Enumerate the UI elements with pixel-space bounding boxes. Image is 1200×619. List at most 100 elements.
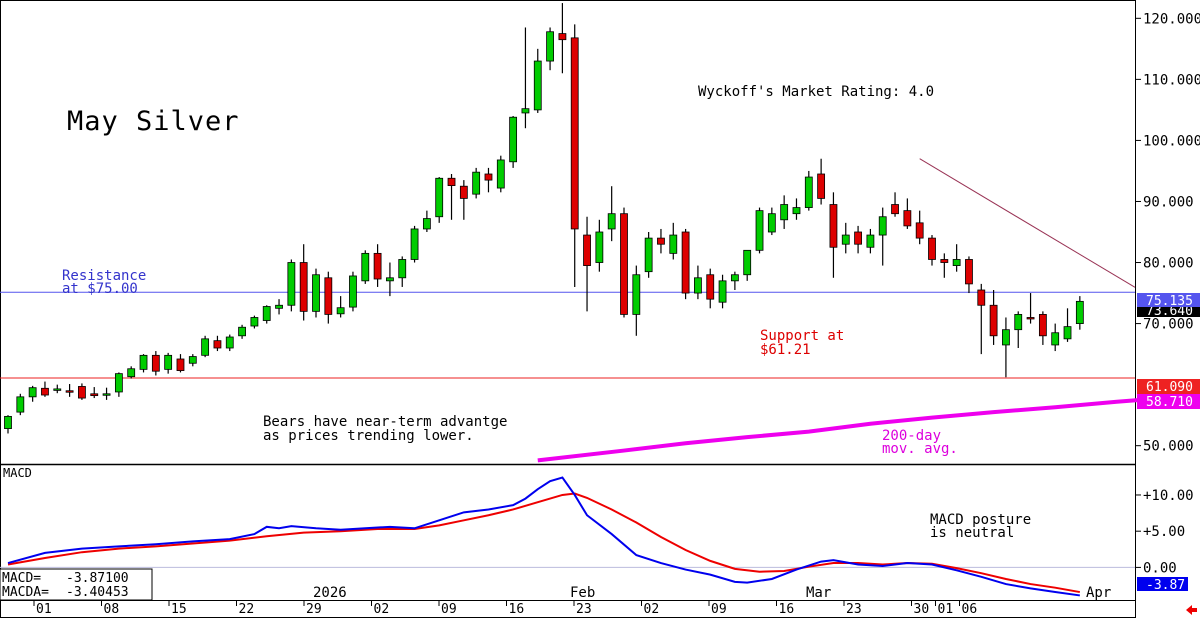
candle-body: [90, 393, 99, 397]
candle-body: [16, 396, 25, 413]
price-tag-support-text: 61.090: [1146, 380, 1193, 395]
candle-body: [595, 231, 604, 263]
candle-body: [558, 33, 567, 41]
candle-body: [780, 204, 789, 221]
ma200-line: [537, 391, 1200, 463]
candle: [841, 222, 850, 254]
price-axis: 120.000 110.000 100.000 90.000 80.000 70.000 5…: [1135, 11, 1200, 455]
date-tick-label: 08: [104, 602, 120, 617]
candle: [114, 372, 123, 397]
candle: [299, 244, 308, 321]
candle: [312, 268, 320, 318]
date-tick-label: 29: [306, 602, 322, 617]
candle: [829, 192, 838, 278]
candle-body: [287, 262, 296, 306]
macd-readout-label: MACD=: [2, 571, 41, 586]
candle-body: [459, 185, 468, 199]
candle: [447, 174, 456, 220]
price-tick-label: 70.000: [1143, 317, 1194, 333]
support-label-line1: Support at: [760, 328, 844, 344]
candle-body: [114, 373, 123, 393]
price-tag-ma200: 58.710: [1137, 394, 1200, 410]
candle-body: [915, 222, 924, 239]
candle: [127, 366, 136, 379]
macd-tick-label: +10.00: [1143, 488, 1194, 504]
candle: [570, 24, 579, 287]
date-tick-label: 16: [509, 602, 525, 617]
candle: [398, 256, 407, 287]
candle-body: [447, 177, 456, 186]
date-tick-label: 09: [441, 602, 457, 617]
candle: [435, 177, 444, 223]
candle: [250, 315, 259, 329]
candle-body: [312, 274, 320, 312]
candle: [1063, 308, 1072, 342]
price-tag-support: 61.090: [1137, 379, 1200, 395]
candle-body: [127, 368, 136, 378]
candle-body: [361, 252, 370, 282]
candle: [1002, 317, 1010, 378]
candle: [213, 335, 222, 352]
price-tick-label: 90.000: [1143, 194, 1194, 210]
candle: [90, 387, 99, 399]
candle-body: [657, 237, 665, 245]
candle: [669, 222, 678, 260]
macd-value-tag: -3.87: [1137, 577, 1188, 593]
candle: [706, 268, 715, 309]
date-tick-label: 16: [779, 602, 795, 617]
candle-body: [1014, 314, 1023, 331]
candle-body: [386, 277, 394, 282]
candle: [583, 216, 591, 312]
candle-body: [681, 231, 690, 294]
price-tick-label: 50.000: [1143, 439, 1194, 455]
date-tick-label: 23: [846, 602, 862, 617]
month-label: Feb: [570, 585, 595, 601]
candle: [928, 235, 936, 266]
candle: [854, 225, 862, 254]
month-label: Mar: [806, 585, 831, 601]
date-tick-label: 01: [938, 602, 954, 617]
macd-value-tag-text: -3.87: [1146, 578, 1185, 593]
candle-body: [496, 159, 505, 189]
candle-body: [151, 354, 160, 372]
candle-body: [176, 358, 185, 371]
candle-body: [509, 116, 518, 163]
candle-body: [1051, 332, 1060, 346]
candle-body: [607, 213, 616, 230]
date-tick-label: 15: [171, 602, 187, 617]
candle: [903, 198, 912, 229]
candle-body: [1075, 300, 1084, 324]
candle: [755, 207, 764, 254]
candle: [607, 186, 616, 242]
candle-body: [730, 274, 739, 282]
candle-body: [472, 171, 481, 195]
candle-body: [546, 31, 554, 62]
candle: [410, 225, 419, 263]
candle-body: [620, 213, 628, 315]
chart-title: May Silver: [67, 106, 240, 137]
price-tag-resistance-text: 75.135: [1146, 294, 1193, 309]
candle-body: [1038, 314, 1047, 337]
support-label-line2: $61.21: [760, 342, 811, 358]
candle-body: [743, 249, 752, 276]
candle: [509, 116, 518, 168]
macd-note-line1: MACD posture: [930, 512, 1031, 528]
resistance-label-line1: Resistance: [62, 268, 146, 284]
candle: [151, 351, 160, 376]
candle-body: [65, 390, 74, 393]
candle: [1075, 296, 1084, 330]
candle-body: [139, 354, 148, 370]
candle: [804, 170, 813, 211]
candle-body: [977, 289, 986, 306]
price-tag-resistance: 75.135: [1137, 293, 1200, 309]
candle-body: [755, 210, 764, 251]
candle: [238, 324, 246, 339]
candle: [262, 305, 271, 324]
candle: [176, 354, 185, 373]
candle: [817, 158, 826, 205]
scroll-left-arrow-icon[interactable]: [1186, 605, 1197, 615]
candle: [792, 198, 801, 220]
candle-body: [41, 387, 49, 396]
candle: [349, 271, 357, 312]
price-tick-label: 80.000: [1143, 256, 1194, 272]
